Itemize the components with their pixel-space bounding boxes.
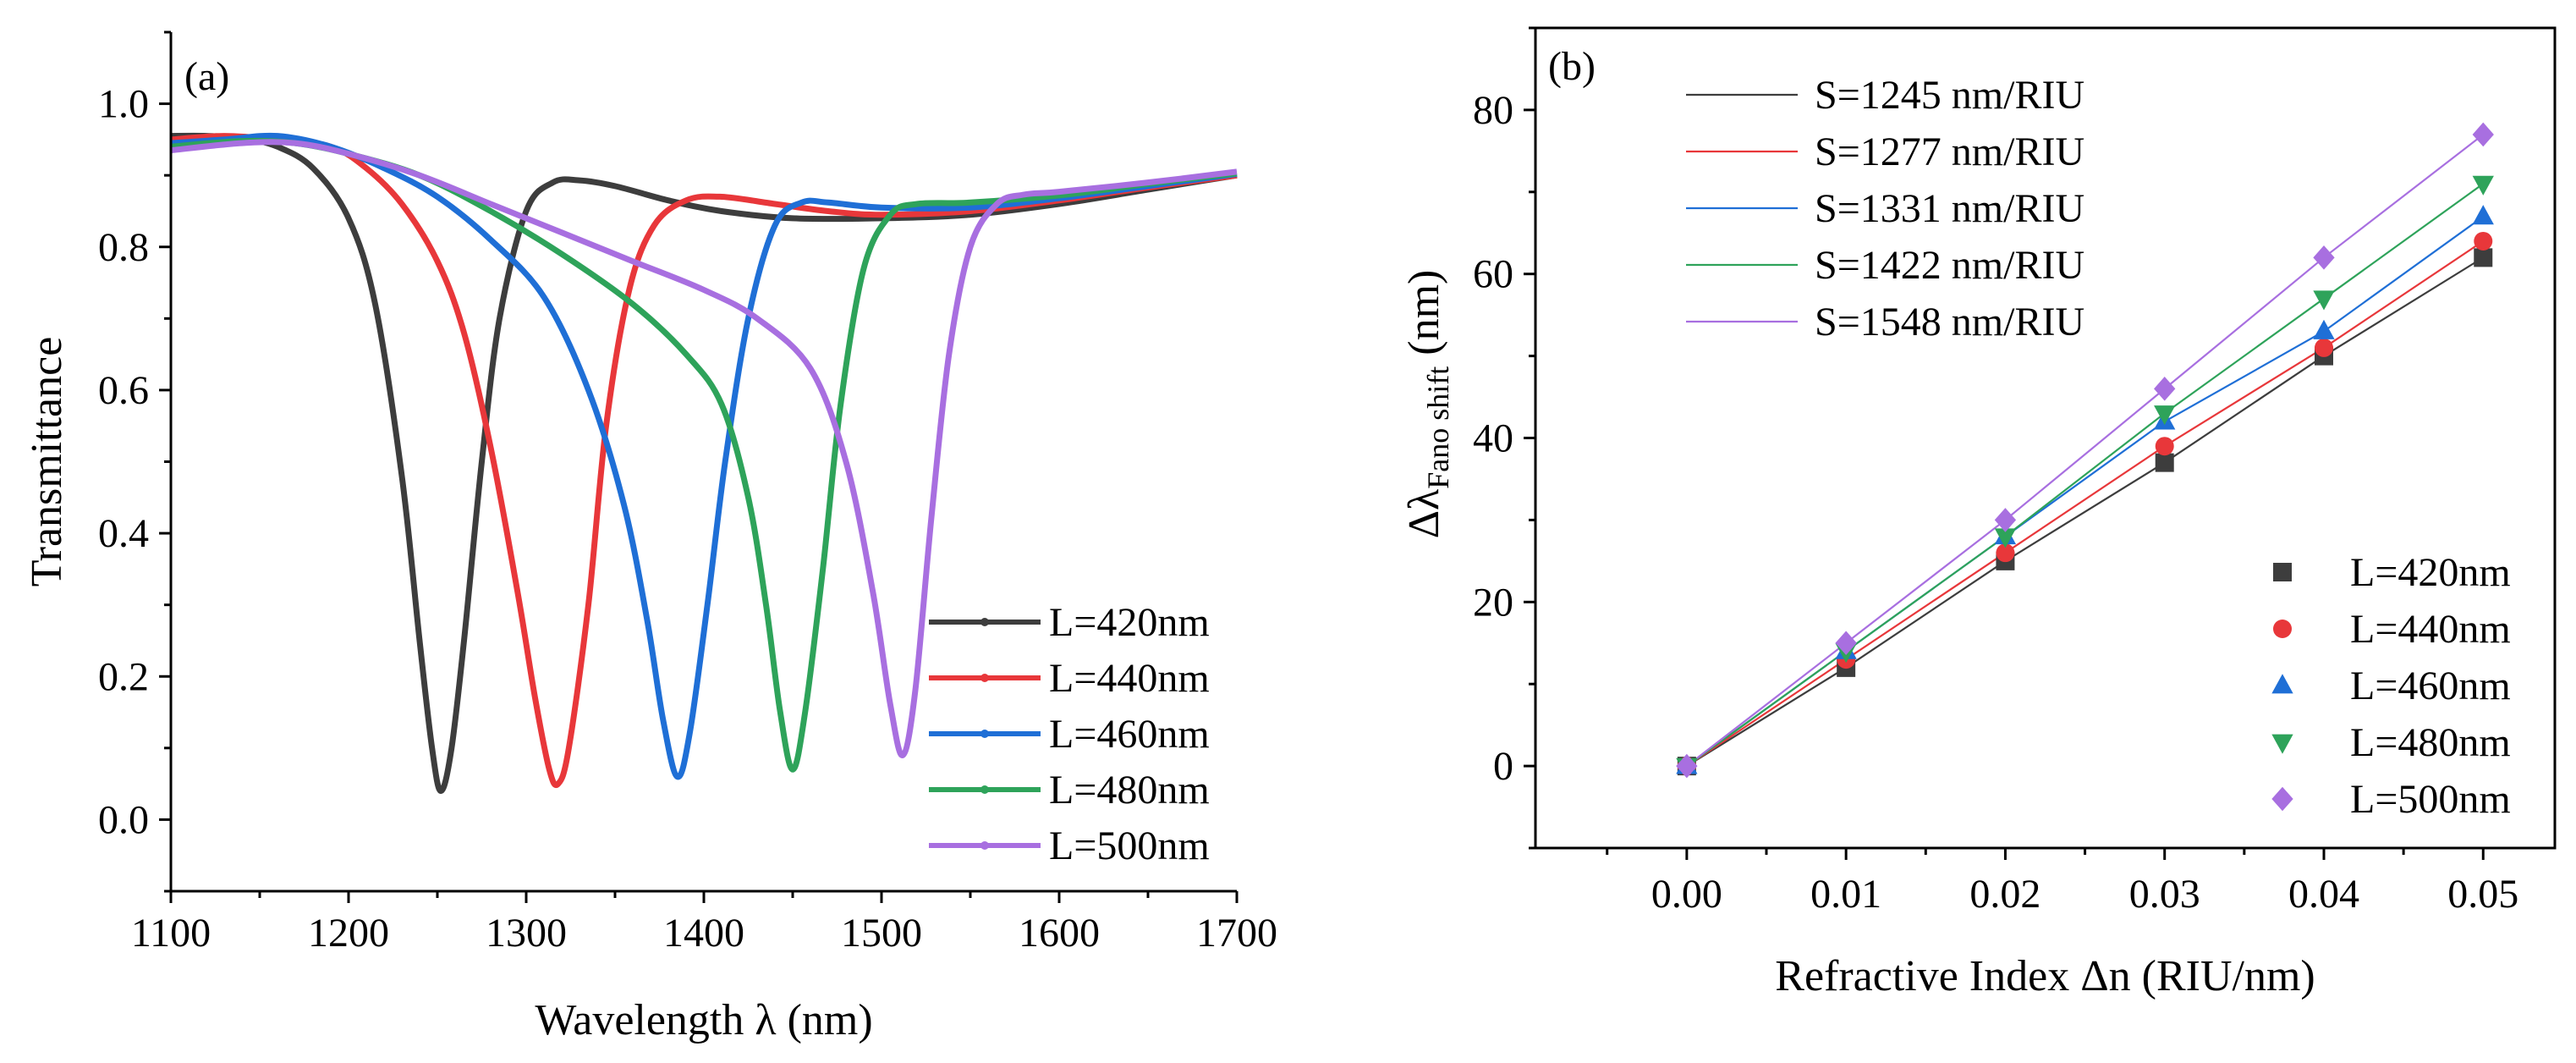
marker-legend-symbol-l-420nm: [2273, 563, 2292, 581]
legend-marker-l-500nm: [980, 841, 989, 850]
x-tick-label: 0.00: [1651, 872, 1722, 917]
x-tick-label: 0.02: [1969, 872, 2040, 917]
marker-legend-symbol-l-460nm: [2271, 674, 2293, 694]
legend-label-l-500nm: L=500nm: [1049, 823, 1210, 868]
data-point-l-480nm: [2154, 405, 2176, 426]
series-line-l-440nm: [170, 133, 1238, 789]
x-tick-label: 1700: [1196, 911, 1277, 956]
y-tick-label: 80: [1473, 88, 1513, 133]
data-point-l-500nm: [2313, 245, 2335, 270]
legend-marker-l-420nm: [980, 618, 989, 626]
legend-marker-l-440nm: [980, 674, 989, 682]
fit-legend-label-l-480nm: S=1422 nm/RIU: [1815, 243, 2084, 288]
x-tick-label: 1100: [131, 911, 211, 956]
data-point-l-480nm: [1994, 528, 2017, 548]
marker-legend-label-l-500nm: L=500nm: [2350, 777, 2511, 822]
legend-label-l-480nm: L=480nm: [1049, 768, 1210, 812]
x-tick-label: 0.03: [2129, 872, 2200, 917]
x-tick-label: 1400: [663, 911, 744, 956]
legend-label-l-460nm: L=460nm: [1049, 712, 1210, 757]
y-axis-title-subscript: Fano shift: [1421, 366, 1455, 489]
panel-label-b: (b): [1548, 44, 1596, 89]
marker-legend-symbol-l-500nm: [2271, 786, 2293, 812]
y-tick-label: 0.4: [98, 511, 149, 556]
fit-line-l-480nm: [1686, 183, 2484, 767]
x-tick-label: 0.04: [2288, 872, 2359, 917]
x-axis-title: Wavelength λ (nm): [535, 996, 872, 1044]
fit-legend-label-l-420nm: S=1245 nm/RIU: [1815, 73, 2084, 118]
marker-legend-label-l-440nm: L=440nm: [2350, 607, 2511, 652]
x-axis-title: Refractive Index Δn (RIU/nm): [1775, 952, 2315, 1000]
fit-legend: S=1245 nm/RIU S=1277 nm/RIU S=1331 nm/RIU S…: [1686, 73, 2084, 344]
data-point-l-480nm: [2313, 290, 2335, 311]
x-tick-label: 1200: [308, 911, 389, 956]
x-tick-label: 1600: [1019, 911, 1100, 956]
data-point-l-480nm: [2472, 175, 2494, 196]
series-line-l-420nm: [170, 132, 1238, 795]
fit-legend-label-l-500nm: S=1548 nm/RIU: [1815, 300, 2084, 344]
data-point-l-440nm: [2155, 437, 2174, 456]
y-axis-title: Transmittance: [23, 337, 71, 587]
series-lines: [170, 132, 1238, 795]
x-tick-label: 1300: [486, 911, 567, 956]
fit-legend-label-l-460nm: S=1331 nm/RIU: [1815, 186, 2084, 231]
panel-a-chart: 1100 1200 1300 1400 1500 1600 1700 0.0 0.2 0.4 0.6…: [23, 30, 1277, 1044]
data-point-l-460nm: [2472, 205, 2494, 225]
data-point-l-500nm: [2154, 377, 2176, 401]
fit-line-l-500nm: [1686, 134, 2484, 767]
legend-marker-l-460nm: [980, 730, 989, 738]
fit-lines: [1686, 134, 2484, 768]
data-point-l-440nm: [1996, 543, 2015, 563]
y-axis-title-unit: (nm): [1400, 270, 1448, 366]
marker-legend-symbol-l-480nm: [2271, 734, 2293, 754]
panel-label-a: (a): [184, 54, 229, 99]
fit-legend-label-l-440nm: S=1277 nm/RIU: [1815, 129, 2084, 174]
y-tick-label: 1.0: [98, 82, 149, 127]
y-tick-label: 40: [1473, 416, 1513, 461]
y-tick-label: 0.8: [98, 225, 149, 270]
series-line-l-500nm: [170, 139, 1238, 758]
marker-legend-label-l-420nm: L=420nm: [2350, 550, 2511, 595]
legend-label-l-440nm: L=440nm: [1049, 656, 1210, 701]
x-tick-label: 0.01: [1810, 872, 1881, 917]
y-tick-label: 0.6: [98, 368, 149, 413]
x-tick-label: 1500: [841, 911, 922, 956]
y-tick-label: 0.2: [98, 654, 149, 699]
y-tick-label: 60: [1473, 252, 1513, 297]
legend-marker-l-480nm: [980, 785, 989, 794]
data-markers: [1676, 122, 2494, 779]
panel-b-chart: 0.00 0.01 0.02 0.03 0.04 0.05 0 20 40 60 80 Refract…: [1400, 26, 2557, 1000]
data-point-l-500nm: [1676, 753, 1698, 779]
data-point-l-500nm: [2472, 122, 2494, 147]
data-point-l-460nm: [2313, 319, 2335, 339]
y-axis-title-main: Δλ: [1400, 489, 1448, 539]
marker-legend-label-l-460nm: L=460nm: [2350, 664, 2511, 708]
data-point-l-440nm: [2314, 338, 2333, 357]
data-point-l-500nm: [1835, 631, 1857, 656]
y-axis-title: ΔλFano shift (nm): [1400, 270, 1455, 539]
fit-line-l-440nm: [1686, 240, 2484, 768]
y-tick-label: 20: [1473, 580, 1513, 625]
data-point-l-500nm: [1994, 508, 2017, 532]
y-tick-label: 0: [1493, 744, 1513, 789]
data-point-l-420nm: [2155, 453, 2174, 472]
legend: L=420nm L=440nm L=460nm L=480nm L=500nm: [929, 600, 1210, 868]
marker-legend-label-l-480nm: L=480nm: [2350, 720, 2511, 765]
legend-label-l-420nm: L=420nm: [1049, 600, 1210, 645]
marker-legend-symbol-l-440nm: [2273, 620, 2292, 638]
fit-line-l-420nm: [1686, 256, 2484, 768]
y-tick-label: 0.0: [98, 797, 149, 842]
data-point-l-440nm: [2474, 231, 2493, 251]
marker-legend: L=420nm L=440nm L=460nm L=480nm L=500nm: [2271, 550, 2511, 822]
data-point-l-420nm: [2474, 248, 2493, 267]
x-tick-label: 0.05: [2447, 872, 2518, 917]
